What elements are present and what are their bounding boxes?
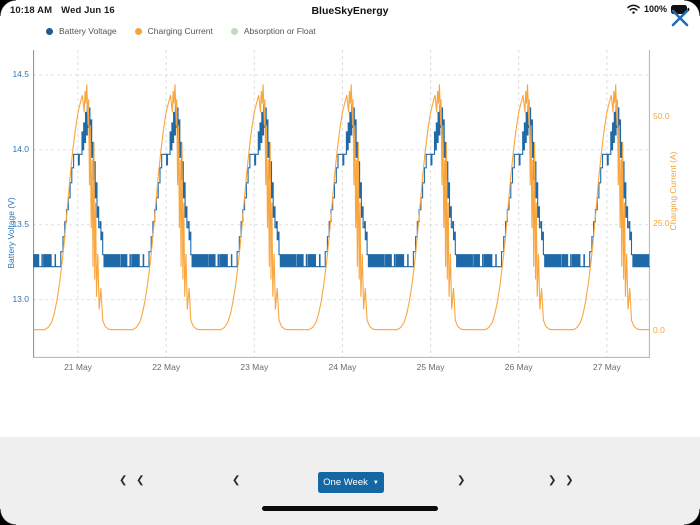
- forward-button[interactable]: ❯: [457, 475, 469, 486]
- x-tick-label: 25 May: [416, 362, 445, 372]
- y-tick-label-right: 25.0: [653, 217, 670, 228]
- y-tick-label-left: 14.5: [12, 68, 29, 79]
- y-tick-label-left: 14.0: [12, 143, 29, 154]
- period-selector-button[interactable]: One Week ▼: [318, 472, 384, 493]
- back-button[interactable]: ❮: [232, 475, 244, 486]
- legend-item: Battery Voltage: [46, 26, 117, 36]
- legend-dot-icon: [46, 27, 53, 35]
- close-button[interactable]: [671, 9, 689, 27]
- close-icon: [671, 9, 689, 27]
- x-tick-label: 23 May: [240, 362, 269, 372]
- date-label: Wed Jun 16: [61, 5, 115, 16]
- legend-dot-icon: [230, 27, 238, 35]
- y-tick-label-right: 50.0: [653, 110, 670, 121]
- page-title: BlueSkyEnergy: [311, 5, 389, 17]
- status-bar: 10:18 AM Wed Jun 16: [10, 5, 115, 16]
- y-tick-label-right: 0.0: [653, 324, 665, 335]
- x-tick-label: 27 May: [592, 362, 621, 372]
- battery-voltage-line: [33, 104, 650, 268]
- legend-item: Charging Current: [134, 26, 213, 36]
- legend-item-label: Charging Current: [147, 26, 213, 36]
- y-axis-left-title: Battery Voltage (V): [6, 197, 16, 269]
- x-tick-label: 24 May: [328, 362, 357, 372]
- legend-item: Absorption or Float: [230, 26, 316, 36]
- chart-legend: Battery Voltage Charging Current Absorptio…: [46, 26, 316, 36]
- legend-dot-icon: [134, 27, 142, 35]
- x-tick-label: 26 May: [504, 362, 533, 372]
- chevron-down-icon: ▼: [372, 479, 379, 486]
- charging-current-line: [33, 84, 650, 331]
- wifi-icon: [627, 4, 640, 14]
- battery-percent-label: 100%: [643, 4, 667, 14]
- x-tick-label: 22 May: [152, 362, 181, 372]
- y-tick-label-left: 13.5: [12, 218, 29, 229]
- clock-label: 10:18 AM: [10, 5, 53, 16]
- home-indicator[interactable]: [262, 506, 438, 511]
- legend-item-label: Absorption or Float: [243, 26, 316, 36]
- x-tick-label: 21 May: [64, 362, 92, 372]
- period-label: One Week: [323, 477, 368, 488]
- status-icons: 100%: [627, 4, 690, 14]
- legend-item-label: Battery Voltage: [59, 26, 117, 36]
- y-tick-label-left: 13.0: [12, 293, 29, 304]
- skip-forward-button[interactable]: ❯ ❯: [548, 475, 577, 486]
- skip-back-button[interactable]: ❮ ❮: [119, 475, 148, 486]
- chart-plot[interactable]: [33, 50, 650, 358]
